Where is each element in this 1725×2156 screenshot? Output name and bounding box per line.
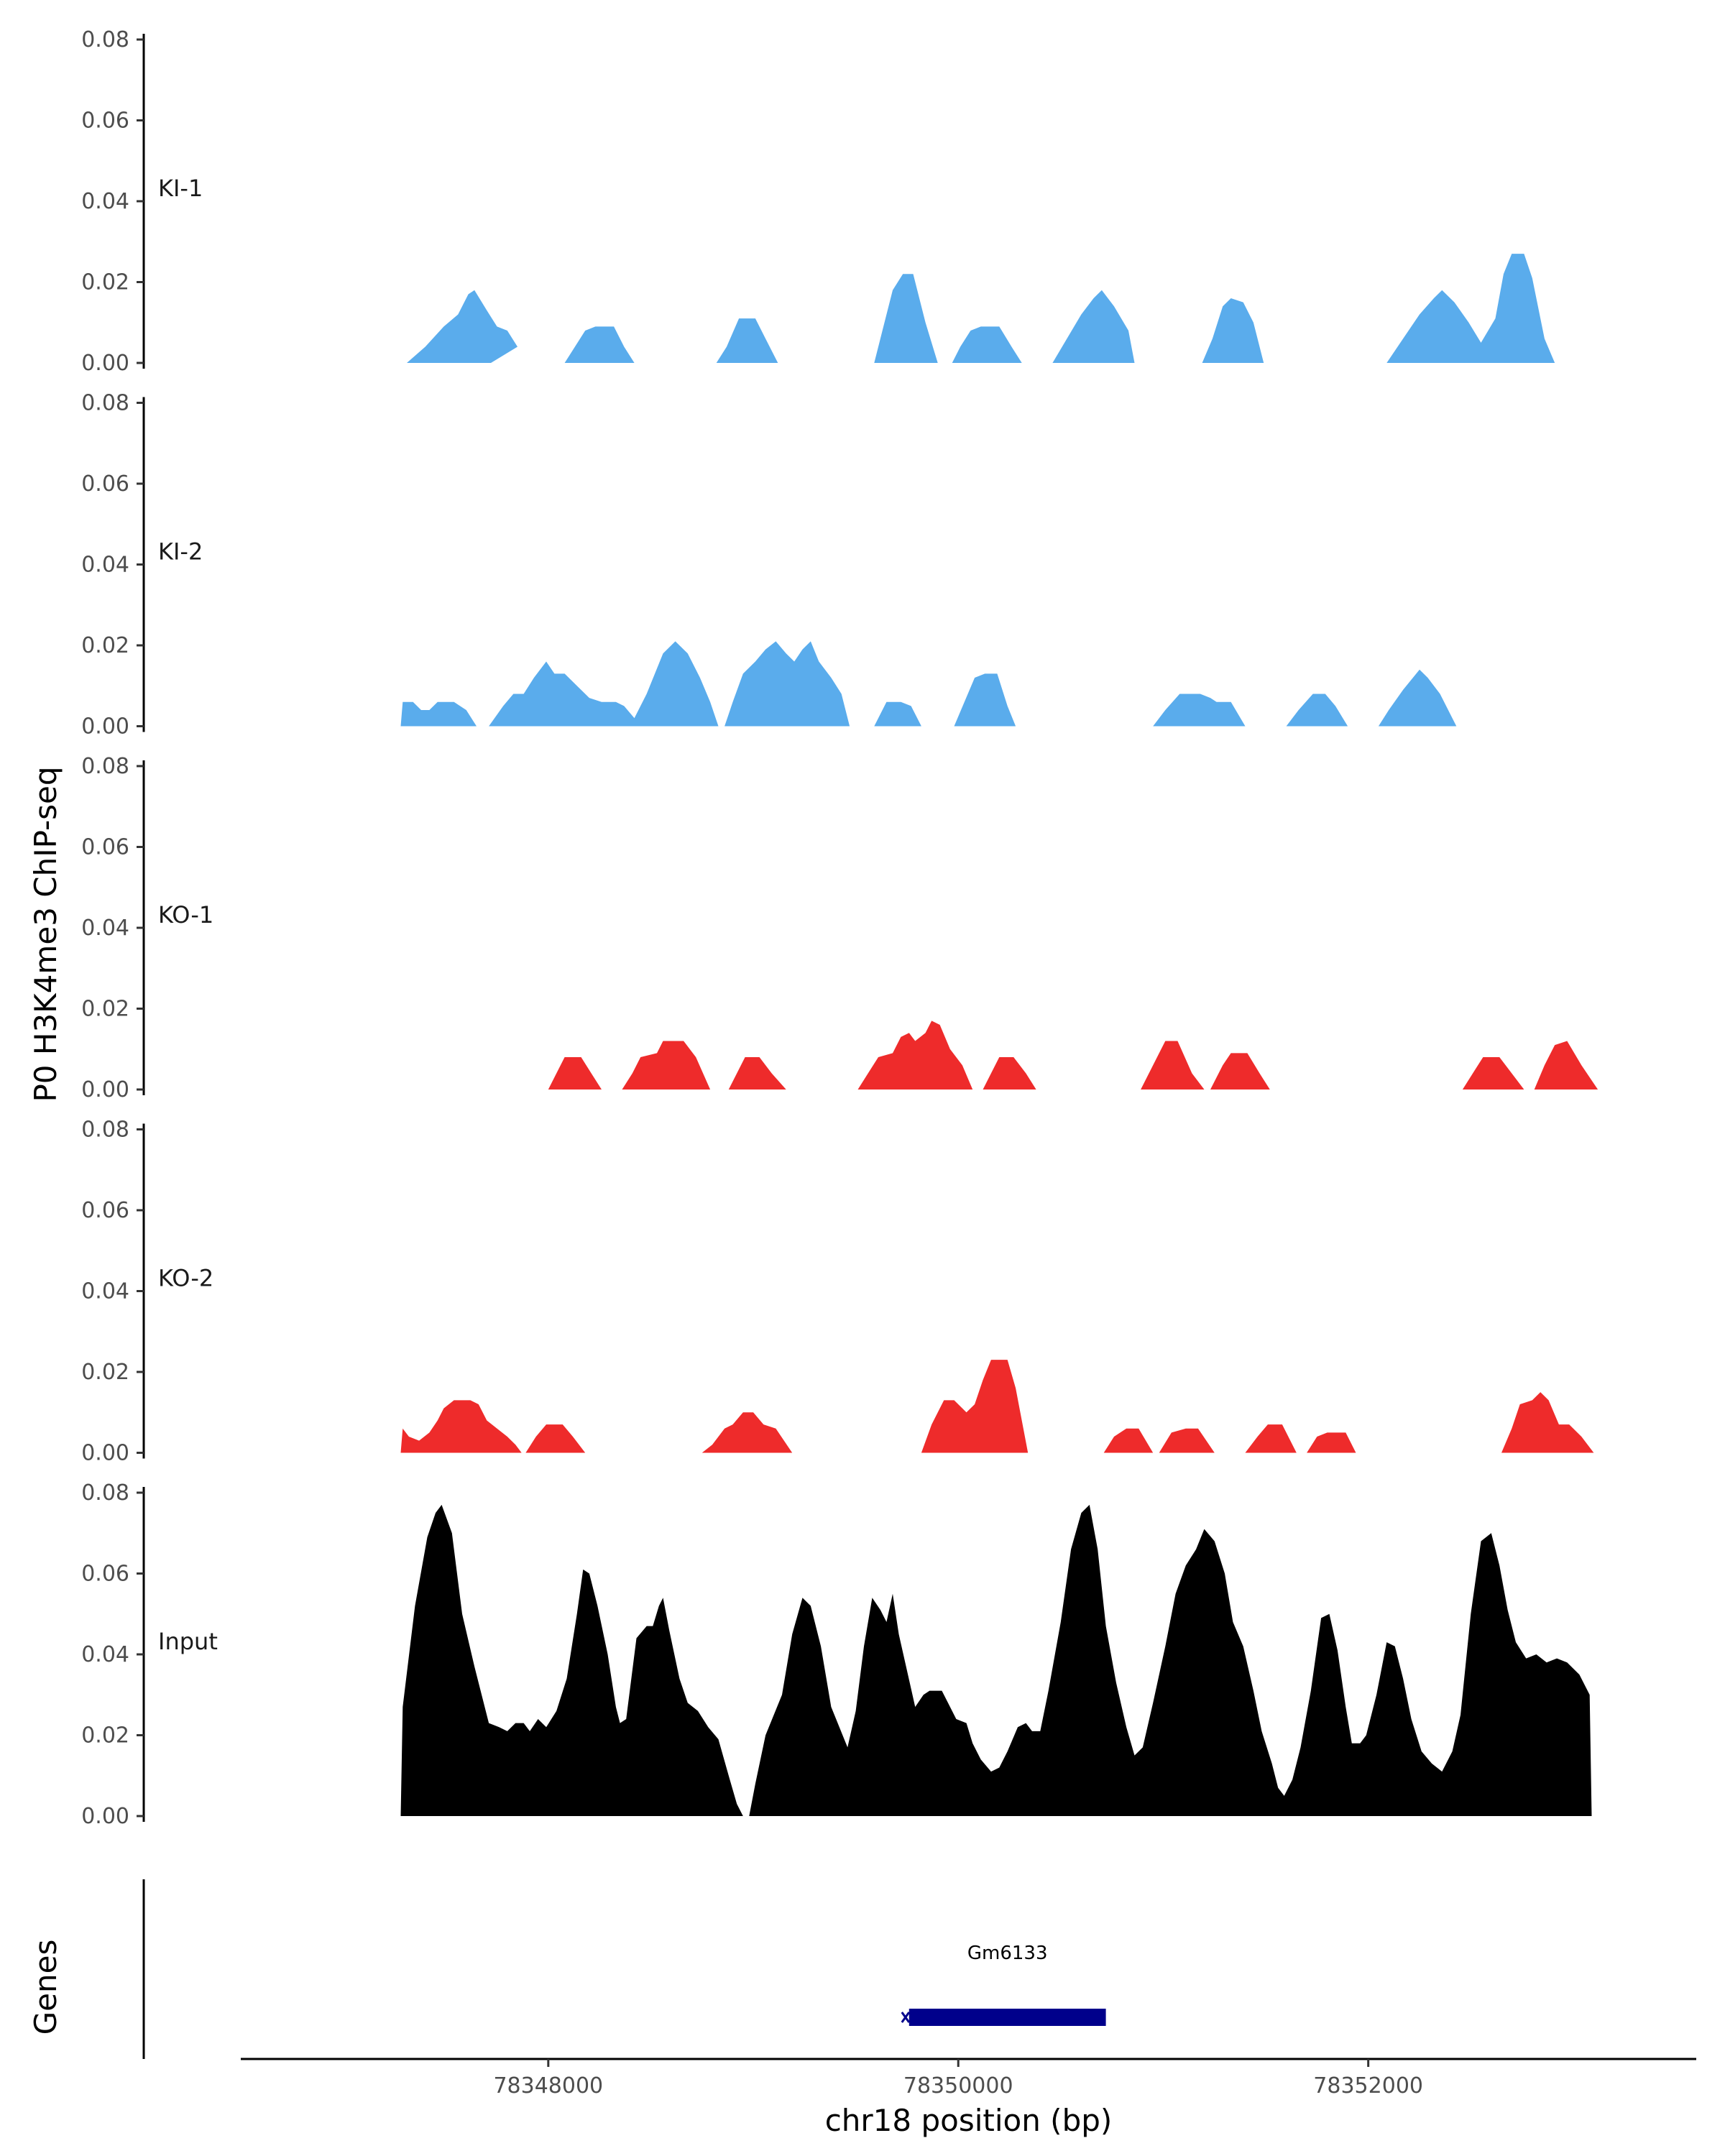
track-label: KO-1	[158, 901, 213, 929]
y-axis-title: P0 H3K4me3 ChIP-seq	[28, 766, 63, 1102]
y-tick-label: 0.08	[81, 1480, 129, 1506]
x-tick-label: 78350000	[903, 2073, 1013, 2099]
track-panel-input: 0.00 0.02 0.04 0.06 0.08 Input	[81, 1480, 1592, 1829]
y-tick-label: 0.06	[81, 835, 129, 860]
track-panel-ki-1: 0.00 0.02 0.04 0.06 0.08 KI-1	[81, 27, 1555, 376]
x-axis-title: chr18 position (bp)	[825, 2103, 1113, 2138]
track-label: Input	[158, 1628, 218, 1655]
track-panel-ko-2: 0.00 0.02 0.04 0.06 0.08 KO-2	[81, 1118, 1594, 1466]
gene-body	[908, 2009, 1106, 2026]
x-tick-label: 78352000	[1313, 2073, 1423, 2099]
y-tick-label: 0.00	[81, 351, 129, 376]
y-tick-label: 0.02	[81, 997, 129, 1022]
coverage-area-ko-2	[400, 1360, 1594, 1453]
coverage-area-ko-1	[548, 1021, 1598, 1089]
y-tick-label: 0.04	[81, 1642, 129, 1667]
y-tick-label: 0.00	[81, 1804, 129, 1829]
y-tick-label: 0.06	[81, 1198, 129, 1223]
y-tick-label: 0.08	[81, 1118, 129, 1143]
coverage-area-ki-1	[407, 254, 1555, 363]
coverage-area-input	[400, 1504, 1592, 1816]
track-panel-ki-2: 0.00 0.02 0.04 0.06 0.08 KI-2	[81, 391, 1457, 740]
genes-axis-title: Genes	[28, 1940, 63, 2035]
x-tick-label: 78348000	[493, 2073, 603, 2099]
y-tick-label: 0.04	[81, 189, 129, 214]
gene-name-label: Gm6133	[967, 1943, 1048, 1964]
y-tick-label: 0.04	[81, 1279, 129, 1304]
y-tick-label: 0.06	[81, 471, 129, 497]
coverage-area-ki-2	[400, 641, 1457, 727]
y-tick-label: 0.08	[81, 391, 129, 416]
y-tick-label: 0.02	[81, 1723, 129, 1749]
track-label: KI-1	[158, 175, 203, 202]
gene-strand-marker	[901, 2012, 911, 2023]
y-tick-label: 0.06	[81, 109, 129, 134]
y-tick-label: 0.04	[81, 916, 129, 941]
y-tick-label: 0.00	[81, 1441, 129, 1466]
y-tick-label: 0.02	[81, 633, 129, 658]
y-tick-label: 0.08	[81, 27, 129, 52]
y-tick-label: 0.04	[81, 553, 129, 578]
y-tick-label: 0.00	[81, 714, 129, 740]
track-label: KI-2	[158, 538, 203, 566]
y-tick-label: 0.08	[81, 754, 129, 779]
track-label: KO-2	[158, 1265, 213, 1292]
track-panel-ko-1: 0.00 0.02 0.04 0.06 0.08 KO-1	[81, 754, 1598, 1102]
y-tick-label: 0.02	[81, 1360, 129, 1385]
y-tick-label: 0.06	[81, 1562, 129, 1587]
y-tick-label: 0.00	[81, 1077, 129, 1102]
y-tick-label: 0.02	[81, 270, 129, 295]
